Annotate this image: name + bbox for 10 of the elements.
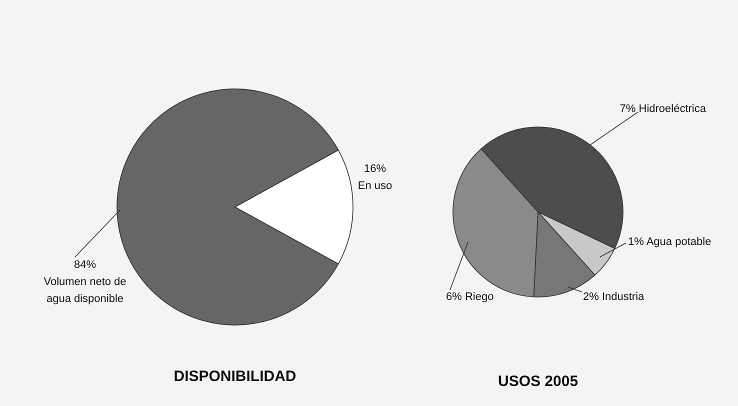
slice-label: En uso	[358, 180, 392, 192]
data-label: 16%	[364, 163, 386, 175]
slice-label: 1% Agua potable	[628, 236, 712, 248]
data-label: 84%	[74, 259, 96, 271]
text: USOS 2005	[498, 373, 578, 390]
slice-label: 2% Industria	[583, 291, 646, 303]
slice-label: 7% Hidroeléctrica	[620, 103, 707, 115]
text: DISPONIBILIDAD	[174, 368, 296, 385]
slice-label: 6% Riego	[446, 291, 494, 303]
slice-label: Volumen neto de agua disponible	[44, 276, 126, 305]
